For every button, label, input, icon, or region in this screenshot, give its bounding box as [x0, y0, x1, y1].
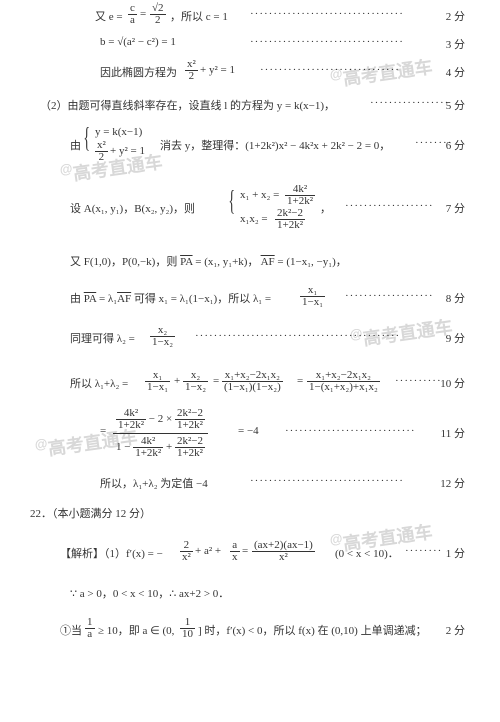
- score: 2 分: [446, 8, 465, 24]
- fraction: ca: [128, 3, 137, 26]
- text: y = k(x−1): [95, 126, 142, 138]
- text: ] 时，f′(x) < 0，所以 f(x) 在 (0,10) 上单调递减；: [198, 622, 427, 638]
- fraction: 2x²: [180, 540, 193, 563]
- dots: ········: [405, 545, 442, 557]
- score: 10 分: [440, 375, 465, 391]
- text: ，: [320, 200, 331, 216]
- text: 又 e =: [95, 8, 123, 24]
- text: =: [242, 545, 248, 557]
- dots: ···················: [345, 290, 434, 302]
- text: ①当: [60, 622, 82, 638]
- text: + y² = 1: [200, 64, 235, 76]
- score: 1 分: [446, 545, 465, 561]
- score: 4 分: [446, 64, 465, 80]
- brace: {: [228, 186, 235, 218]
- fraction: x²2: [95, 140, 108, 163]
- text: =: [140, 8, 146, 20]
- fraction: 110: [180, 617, 195, 640]
- dots: ···················: [345, 200, 434, 212]
- fraction: x²2: [185, 59, 198, 82]
- score: 9 分: [446, 330, 465, 346]
- score: 2 分: [446, 622, 465, 638]
- dots: ········································…: [195, 330, 400, 342]
- text: =: [297, 375, 303, 387]
- dots: ··········: [395, 375, 442, 387]
- text: 所以 λ₁+λ₂ =: [70, 375, 128, 391]
- text: =: [213, 375, 219, 387]
- score: 8 分: [446, 290, 465, 306]
- fraction: 1a: [85, 617, 95, 640]
- dots: ·································: [250, 475, 404, 487]
- score: 5 分: [446, 97, 465, 113]
- fraction: √22: [150, 3, 166, 26]
- fraction: ax: [230, 540, 240, 563]
- big-fraction: 4k²1+2k² − 2 × 2k²−21+2k² 1 − 4k²1+2k² +…: [113, 408, 208, 459]
- fraction: x₁+x₂−2x₁x₂1−(x₁+x₂)+x₁x₂: [307, 370, 380, 393]
- fraction: 2k²−21+2k²: [275, 208, 305, 231]
- fraction: x₂1−x₂: [150, 325, 175, 348]
- score: 6 分: [446, 137, 465, 153]
- dots: ·································: [250, 36, 404, 48]
- score: 11 分: [441, 425, 465, 441]
- text: +: [174, 375, 180, 387]
- text: (0 < x < 10)．: [335, 545, 399, 561]
- text: =: [100, 425, 106, 437]
- score: 12 分: [440, 475, 465, 491]
- dots: ·················: [370, 97, 449, 109]
- text: + a² +: [195, 545, 221, 557]
- text: （2）由题可得直线斜率存在，设直线 l 的方程为 y = k(x−1)，: [40, 97, 335, 113]
- text: + y² = 1: [110, 145, 145, 157]
- fraction: x₁+x₂−2x₁x₂(1−x₁)(1−x₂): [222, 370, 283, 393]
- score: 7 分: [446, 200, 465, 216]
- text: x₁ + x₂ =: [240, 189, 279, 201]
- text: ∵ a > 0，0 < x < 10，∴ ax+2 > 0．: [70, 585, 229, 601]
- text: 消去 y，整理得：(1+2k²)x² − 4k²x + 2k² − 2 = 0，: [160, 137, 390, 153]
- fraction: x₁1−x₁: [145, 370, 170, 393]
- fraction: x₁1−x₁: [300, 285, 325, 308]
- text: 所以，λ₁+λ₂ 为定值 −4: [100, 475, 208, 491]
- fraction: x₂1−x₂: [183, 370, 208, 393]
- text: 同理可得 λ₂ =: [70, 330, 135, 346]
- question-number: 22．（本小题满分 12 分）: [30, 505, 151, 521]
- fraction: (ax+2)(ax−1)x²: [252, 540, 315, 563]
- dots: ······························: [260, 64, 400, 76]
- text: b = √(a² − c²) = 1: [100, 36, 176, 48]
- brace: {: [83, 123, 90, 155]
- text: 又 F(1,0)，P(0,−k)，则 PA = (x₁, y₁+k)， AF =…: [70, 253, 347, 269]
- text: ，所以 c = 1: [170, 8, 228, 24]
- text: = −4: [238, 425, 259, 437]
- dots: ····························: [285, 425, 416, 437]
- fraction: 4k²1+2k²: [285, 184, 315, 207]
- text: 因此椭圆方程为: [100, 64, 177, 80]
- score: 3 分: [446, 36, 465, 52]
- text: 由: [70, 137, 81, 153]
- dots: ·································: [250, 8, 404, 20]
- text: 由 PA = λ₁AF 可得 x₁ = λ₁(1−x₁)，所以 λ₁ =: [70, 290, 271, 306]
- text: x₁x₂ =: [240, 213, 268, 225]
- text: ≥ 10，即 a ∈ (0,: [98, 622, 174, 638]
- solution-label: 【解析】（1）f′(x) = −: [60, 545, 163, 561]
- text: 设 A(x₁, y₁)，B(x₂, y₂)，则: [70, 200, 195, 216]
